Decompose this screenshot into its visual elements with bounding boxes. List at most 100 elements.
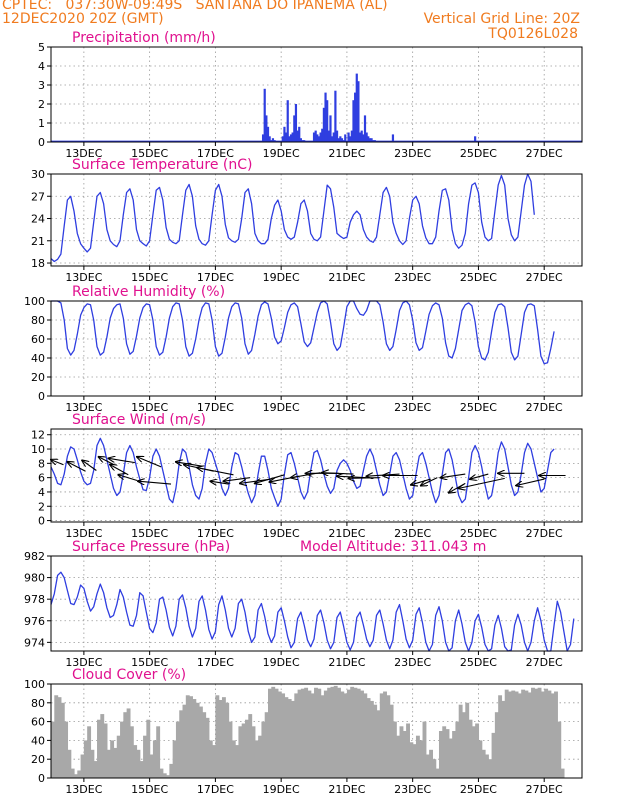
precipitation-frame: [50, 46, 583, 143]
cloud-cover-bar: [353, 687, 358, 778]
cloud-cover-bar: [156, 726, 161, 778]
cloud-cover-xtick-label: 23DEC: [394, 783, 431, 796]
cloud-cover-bar: [238, 726, 243, 778]
cloud-cover-bar: [159, 768, 164, 778]
precipitation-bar: [349, 136, 352, 142]
cloud-cover-bar: [363, 693, 368, 778]
precipitation-bar: [362, 134, 365, 142]
cloud-cover-bar: [373, 704, 378, 778]
temperature-title: Surface Temperature (nC): [72, 157, 253, 173]
temperature-ytick-label: 30: [31, 168, 45, 181]
cloud-cover-bar: [379, 693, 384, 778]
cloud-cover-bar: [235, 745, 240, 778]
cloud-cover-bar: [70, 768, 75, 778]
cloud-cover-bar: [300, 688, 305, 778]
wind-xtick-label: 21DEC: [328, 527, 365, 540]
cloud-cover-bar: [415, 735, 420, 778]
cloud-cover-bar: [113, 747, 118, 778]
cloud-cover-bar: [478, 740, 483, 778]
cloud-cover-bar: [409, 742, 414, 778]
wind-ytick-label: 10: [31, 443, 45, 456]
precipitation-bar: [283, 126, 286, 142]
pressure-ytick-label: 978: [24, 593, 45, 606]
cloud-cover-bar: [376, 710, 381, 778]
cloud-cover-bar: [192, 699, 197, 778]
wind-xtick-label: 15DEC: [131, 527, 168, 540]
precipitation-bar: [355, 73, 358, 142]
cloud-cover-bar: [212, 745, 216, 778]
cloud-cover-bar: [406, 723, 410, 778]
cloud-cover-bar: [83, 740, 88, 778]
precipitation-bar: [281, 136, 284, 142]
cloud-cover-bar: [485, 754, 489, 778]
humidity-series-line: [51, 300, 555, 365]
cloud-cover-bar: [51, 721, 55, 778]
cloud-cover-xtick-label: 27DEC: [526, 783, 563, 796]
cloud-cover-bar: [435, 768, 440, 778]
precipitation-bar: [319, 132, 322, 142]
pressure-xtick-label: 19DEC: [263, 656, 300, 669]
precipitation-bar: [329, 115, 332, 142]
cloud-cover-bar: [399, 726, 404, 778]
cloud-cover-bar: [304, 687, 309, 778]
cloud-cover-bar: [432, 759, 437, 778]
cloud-cover-panel: 0 20 40 60 80 100 13DEC 15DEC 17DEC 19DEC 21DEC 23D…: [24, 667, 583, 796]
pressure-ytick-label: 980: [24, 572, 45, 585]
cloud-cover-bar: [501, 700, 506, 778]
wind-vector-arrow: [109, 458, 135, 464]
cloud-cover-bar: [547, 690, 552, 778]
cloud-cover-bar: [231, 740, 236, 778]
cloud-cover-bar: [550, 693, 555, 778]
cloud-cover-bar: [560, 768, 565, 778]
cloud-cover-bar: [343, 693, 348, 778]
cloud-cover-bar: [537, 687, 542, 778]
pressure-ytick-label: 982: [24, 550, 45, 563]
cloud-cover-bar: [271, 686, 276, 778]
precipitation-xtick-label: 21DEC: [328, 147, 365, 160]
cloud-cover-bar: [248, 714, 253, 778]
cloud-cover-bar: [264, 712, 269, 778]
cloud-cover-bar: [383, 691, 387, 778]
cloud-cover-bar: [294, 693, 299, 778]
cloud-cover-bar: [475, 723, 480, 778]
precipitation-xtick-label: 15DEC: [131, 147, 168, 160]
header-grid-note: Vertical Grid Line: 20Z: [423, 11, 580, 27]
wind-vector-arrow: [210, 481, 229, 484]
humidity-xtick-label: 23DEC: [394, 401, 431, 414]
cloud-cover-xtick-label: 19DEC: [263, 783, 300, 796]
cloud-cover-bar: [504, 689, 509, 778]
pressure-xtick-label: 17DEC: [197, 656, 234, 669]
precipitation-ytick-label: 1: [38, 117, 45, 130]
cloud-cover-frame: [50, 683, 583, 779]
cloud-cover-bar: [419, 740, 424, 778]
humidity-ytick-label: 20: [31, 371, 45, 384]
humidity-ytick-label: 80: [31, 314, 45, 327]
precipitation-ytick-label: 3: [38, 79, 45, 92]
cloud-cover-bar: [389, 704, 394, 778]
cloud-cover-bar: [149, 754, 154, 778]
cloud-cover-ytick-label: 100: [24, 678, 45, 691]
precipitation-bar: [296, 130, 299, 142]
precipitation-xtick-label: 17DEC: [197, 147, 234, 160]
pressure-xtick-label: 21DEC: [328, 656, 365, 669]
wind-title: Surface Wind (m/s): [72, 412, 206, 428]
wind-ytick-label: 8: [38, 457, 45, 470]
temperature-ytick-label: 24: [31, 213, 45, 226]
wind-vector-arrow: [82, 460, 97, 471]
temperature-frame: [50, 173, 583, 267]
cloud-cover-bar: [284, 697, 289, 778]
pressure-annotation: Model Altitude: 311.043 m: [300, 539, 486, 555]
cloud-cover-bar: [396, 735, 401, 778]
cloud-cover-bar: [442, 726, 447, 778]
wind-ytick-label: 4: [38, 486, 45, 499]
cloud-cover-bar: [241, 723, 246, 778]
pressure-xtick-label: 23DEC: [394, 656, 431, 669]
cloud-cover-bar: [438, 731, 443, 778]
cloud-cover-bar: [291, 700, 295, 778]
cloud-cover-bar: [392, 721, 397, 778]
temperature-xtick-label: 15DEC: [131, 271, 168, 284]
cloud-cover-bar: [228, 721, 233, 778]
precipitation-ytick-label: 5: [38, 41, 45, 54]
cloud-cover-bar: [277, 691, 282, 778]
pressure-xtick-label: 27DEC: [526, 656, 563, 669]
